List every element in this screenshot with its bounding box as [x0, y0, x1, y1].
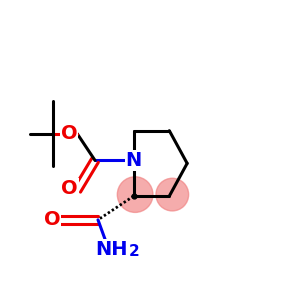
- Text: O: O: [44, 210, 60, 229]
- Text: N: N: [125, 151, 142, 170]
- Text: 2: 2: [129, 244, 140, 260]
- Text: NH: NH: [95, 240, 128, 259]
- Text: O: O: [61, 179, 78, 198]
- Circle shape: [156, 178, 189, 211]
- Text: O: O: [61, 124, 77, 143]
- Circle shape: [117, 177, 153, 212]
